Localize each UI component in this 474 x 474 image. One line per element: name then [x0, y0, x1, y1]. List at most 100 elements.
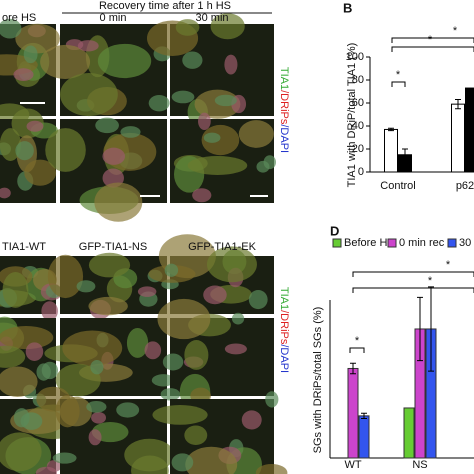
- stain-label: TIA1/DRiPs/DAPI: [278, 67, 290, 153]
- nucleus: [120, 126, 141, 138]
- nucleus: [224, 343, 247, 355]
- x-tick-label: Control: [380, 180, 415, 192]
- nucleus: [137, 286, 157, 297]
- nucleus: [36, 363, 51, 381]
- cell: [60, 72, 118, 117]
- nucleus: [171, 453, 194, 472]
- significance-bracket: [352, 287, 474, 293]
- nucleus: [164, 263, 179, 277]
- nucleus: [192, 188, 212, 203]
- significance-mark: *: [396, 69, 401, 81]
- cell: [131, 455, 169, 474]
- error-bar: [455, 99, 461, 110]
- stain-part: /DRiPs: [278, 90, 290, 125]
- stain-part: TIA1: [278, 287, 290, 310]
- cell: [0, 366, 38, 397]
- significance-bracket: [391, 37, 474, 43]
- column-label: GFP-TIA1-NS: [79, 241, 147, 253]
- significance-mark: *: [453, 25, 458, 37]
- stain-part: /DAPI: [278, 344, 290, 373]
- nucleus: [265, 391, 279, 408]
- nucleus: [77, 40, 99, 52]
- x-tick-label: NS: [412, 459, 427, 471]
- header: Recovery time after 1 h HS: [99, 0, 231, 12]
- bar: [384, 128, 398, 173]
- x-tick-label: p62: [456, 180, 474, 192]
- significance-mark: *: [428, 275, 433, 287]
- legend-label: 0 min rec: [399, 237, 445, 249]
- cell: [201, 124, 240, 156]
- error-bar: [402, 148, 408, 161]
- nucleus: [160, 388, 181, 401]
- cell: [210, 13, 245, 40]
- nucleus: [144, 341, 162, 360]
- stain-part: /DAPI: [278, 124, 290, 153]
- legend-label: Before HS: [344, 237, 395, 249]
- nucleus: [86, 400, 107, 413]
- nucleus: [13, 68, 34, 82]
- nucleus: [41, 301, 58, 321]
- significance-mark: *: [446, 259, 451, 271]
- cell: [55, 394, 80, 428]
- cell: [0, 345, 26, 368]
- significance-bracket: [391, 81, 406, 87]
- significance-mark: *: [355, 335, 360, 347]
- cell: [187, 156, 248, 175]
- significance-bracket: [391, 46, 474, 52]
- legend-swatch: [387, 238, 397, 248]
- cell: [88, 296, 128, 316]
- nucleus: [248, 289, 268, 310]
- bar: [347, 367, 359, 459]
- cell: [0, 432, 42, 472]
- panel-label: D: [330, 223, 339, 238]
- cell: [47, 254, 84, 299]
- nucleus: [182, 51, 203, 69]
- y-tick-label: 0: [358, 166, 364, 178]
- y-axis-label: TIA1 with DRiP/total TIA1 (%): [346, 43, 358, 188]
- nucleus: [203, 132, 221, 143]
- nucleus: [231, 312, 245, 325]
- nucleus: [102, 147, 126, 165]
- cell: [238, 120, 274, 148]
- y-tick-label: 100: [346, 51, 364, 63]
- nucleus: [148, 94, 170, 112]
- nucleus: [0, 187, 11, 199]
- nucleus: [35, 466, 57, 474]
- stain-part: /DRiPs: [278, 310, 290, 345]
- nucleus: [15, 141, 34, 161]
- nucleus: [90, 359, 104, 375]
- column-label: 30 min: [195, 12, 228, 24]
- y-tick-label: 60: [352, 97, 364, 109]
- y-tick-label: 40: [352, 120, 364, 132]
- nucleus: [256, 160, 270, 173]
- legend-label: 30: [459, 237, 471, 249]
- error-bar: [361, 412, 367, 419]
- cell: [55, 363, 101, 397]
- nucleus: [52, 452, 77, 464]
- significance-bracket: [352, 271, 474, 277]
- error-bar: [428, 286, 434, 372]
- cell: [184, 340, 209, 370]
- nucleus: [151, 374, 175, 387]
- nucleus: [116, 402, 140, 418]
- nucleus: [0, 18, 22, 39]
- cell: [62, 330, 123, 366]
- nucleus: [241, 410, 262, 430]
- cell: [185, 446, 238, 474]
- stain-part: TIA1: [278, 67, 290, 90]
- y-tick-label: 80: [352, 74, 364, 86]
- cell: [88, 252, 131, 278]
- nucleus: [25, 342, 44, 361]
- nucleus: [198, 112, 211, 131]
- x-tick-label: WT: [344, 459, 361, 471]
- panel-label: B: [343, 0, 352, 15]
- cell: [45, 128, 86, 172]
- bar: [465, 87, 474, 173]
- column-label: 0 min: [100, 12, 127, 24]
- nucleus: [88, 429, 102, 446]
- cell: [2, 272, 29, 308]
- cell: [24, 159, 57, 186]
- nucleus: [91, 411, 107, 424]
